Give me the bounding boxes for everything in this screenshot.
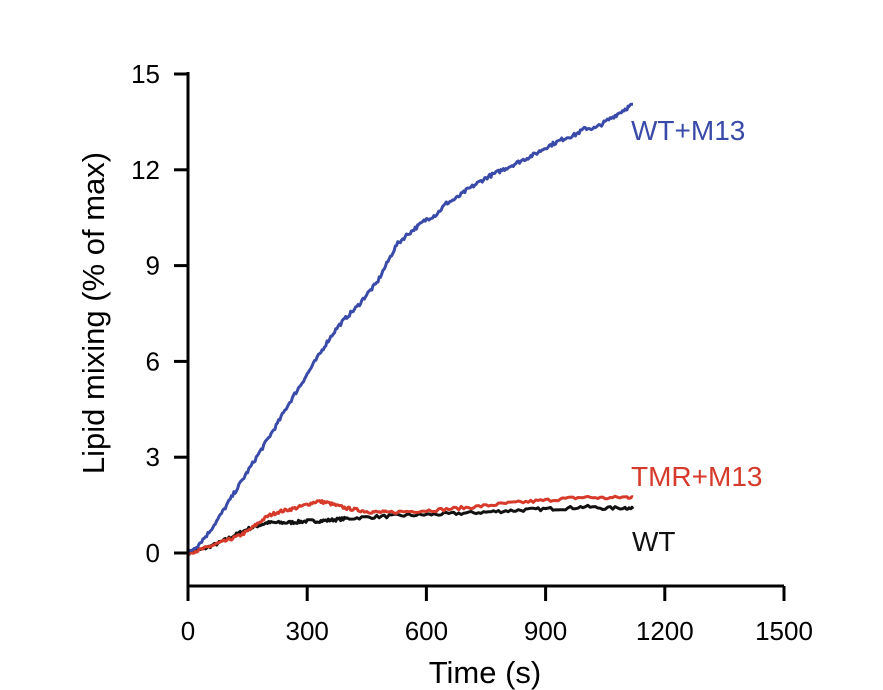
series-label-wt-m13: WT+M13 xyxy=(631,115,745,146)
ticks xyxy=(174,72,786,601)
x-tick-label: 1500 xyxy=(755,616,813,646)
x-tick-label: 0 xyxy=(181,616,195,646)
y-tick-label: 6 xyxy=(146,346,160,376)
series-labels: WT+M13 TMR+M13 WT xyxy=(631,115,762,557)
tick-labels: 0 3 6 9 12 15 0 300 600 900 1200 1500 xyxy=(131,59,813,646)
x-tick-label: 300 xyxy=(286,616,329,646)
series-line-tmr-m13 xyxy=(187,494,634,556)
y-tick-label: 12 xyxy=(131,155,160,185)
y-tick-label: 9 xyxy=(146,251,160,281)
series-line-wt-m13 xyxy=(186,102,634,554)
series-label-tmr-m13: TMR+M13 xyxy=(631,461,762,492)
y-tick-label: 3 xyxy=(146,442,160,472)
x-axis-label: Time (s) xyxy=(429,655,542,690)
series-label-wt: WT xyxy=(632,526,676,557)
x-tick-label: 1200 xyxy=(636,616,694,646)
y-tick-label: 15 xyxy=(131,59,160,89)
series-line-wt xyxy=(186,503,635,556)
y-axis-label: Lipid mixing (% of max) xyxy=(76,152,111,474)
y-tick-label: 0 xyxy=(146,538,160,568)
axes xyxy=(186,72,784,588)
x-tick-label: 900 xyxy=(524,616,567,646)
x-tick-label: 600 xyxy=(405,616,448,646)
plot-lines xyxy=(186,102,635,556)
